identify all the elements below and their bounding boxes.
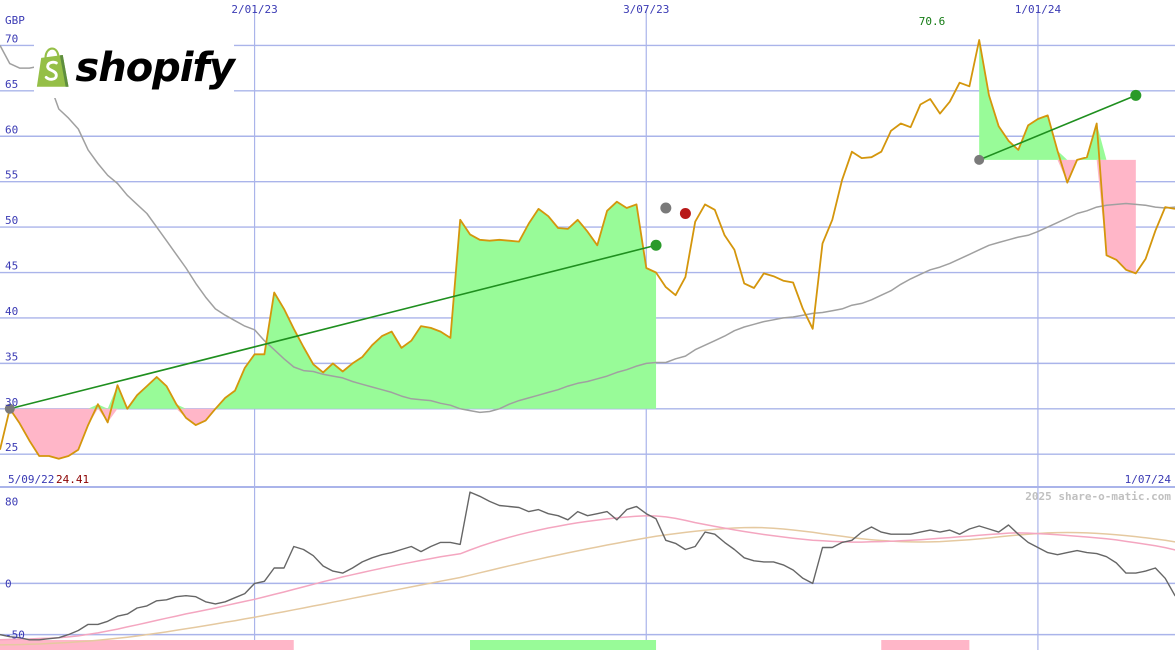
- trade-exit-marker: [650, 239, 662, 251]
- price-tick-label: 55: [5, 169, 18, 182]
- trade-trend-line: [978, 94, 1137, 161]
- oscillator-signal-tan-line: [0, 526, 1175, 646]
- trade-trend-lines: [9, 94, 1137, 410]
- volume-bars: [0, 640, 970, 650]
- axis-labels: GBP 5/09/22 24.41 1/07/24 70.6 2025 shar…: [5, 3, 1171, 642]
- end-date-label: 1/07/24: [1125, 473, 1172, 486]
- price-tick-label: 45: [5, 260, 18, 273]
- start-date-label: 5/09/22: [8, 473, 54, 486]
- oscillator-tick-label: 0: [5, 577, 12, 590]
- trade-entry-marker: [974, 154, 985, 165]
- gain-fill-area: [9, 201, 657, 409]
- volume-bar: [0, 640, 294, 650]
- volume-bar: [470, 640, 657, 650]
- price-line: [0, 39, 1175, 460]
- date-tick-label: 3/07/23: [623, 3, 669, 16]
- loss-fill-area: [979, 159, 1136, 274]
- trade-exit-marker: [1130, 89, 1142, 101]
- price-tick-label: 65: [5, 78, 18, 91]
- oscillator-line: [0, 491, 1175, 641]
- price-tick-label: 60: [5, 123, 18, 136]
- trade-fill-areas: [9, 39, 1136, 459]
- shopify-bag-icon: [36, 47, 69, 87]
- trade-markers: [4, 89, 1142, 414]
- date-tick-label: 2/01/23: [231, 3, 277, 16]
- peak-value-label: 70.6: [919, 15, 946, 28]
- loss-fill-area: [9, 408, 657, 459]
- price-tick-label: 50: [5, 214, 18, 227]
- currency-label: GBP: [5, 14, 25, 27]
- price-tick-label: 30: [5, 396, 18, 409]
- start-value-label: 24.41: [56, 473, 89, 486]
- shopify-logo: shopify: [34, 38, 235, 98]
- date-tick-label: 1/01/24: [1015, 3, 1062, 16]
- trade-entry-marker: [4, 403, 15, 414]
- volume-bar: [881, 640, 970, 650]
- oscillator-signal-pink-line: [0, 515, 1175, 641]
- sell-marker: [679, 207, 691, 219]
- price-tick-label: 70: [5, 32, 18, 45]
- signal-marker: [660, 202, 672, 214]
- credit-label: 2025 share-o-matic.com: [1025, 490, 1171, 503]
- gain-fill-area: [979, 39, 1136, 160]
- oscillator-tick-label: 80: [5, 495, 18, 508]
- price-tick-label: 35: [5, 350, 18, 363]
- price-tick-label: 25: [5, 441, 18, 454]
- shopify-wordmark: shopify: [75, 45, 235, 91]
- series-lines: [0, 39, 1175, 646]
- price-tick-label: 40: [5, 305, 18, 318]
- oscillator-tick-label: -50: [5, 629, 25, 642]
- trade-trend-line: [9, 244, 657, 410]
- moving-average-line: [0, 45, 1175, 414]
